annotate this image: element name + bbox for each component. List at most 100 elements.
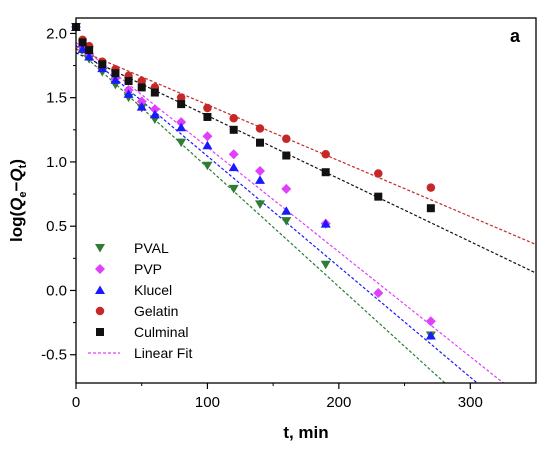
data-point <box>203 112 212 121</box>
legend-label: Klucel <box>134 282 172 298</box>
data-point <box>425 330 436 340</box>
y-axis-ticks: -0.5 0.0 0.5 1.0 1.5 2.0 <box>41 25 76 364</box>
legend-marker <box>95 285 105 294</box>
legend-marker <box>96 328 104 336</box>
data-point <box>202 131 213 142</box>
data-point <box>425 316 436 327</box>
y-tick-label: -0.5 <box>41 347 67 364</box>
data-point <box>255 200 265 209</box>
data-point <box>282 151 291 160</box>
data-point <box>177 100 186 109</box>
legend-label: Culminal <box>134 324 188 340</box>
data-point <box>202 140 213 150</box>
data-point <box>374 192 383 201</box>
data-point <box>176 93 186 102</box>
data-point <box>229 125 238 134</box>
data-point <box>228 149 239 160</box>
y-axis-title-q2: Q <box>7 168 26 181</box>
data-point <box>124 76 133 85</box>
x-tick-label: 200 <box>326 394 351 411</box>
data-point <box>374 169 383 178</box>
x-axis-title: t, min <box>283 423 328 442</box>
y-tick-label: 1.5 <box>46 90 67 107</box>
y-axis-title-suffix: ) <box>7 159 26 165</box>
data-point <box>150 88 159 97</box>
legend-marker <box>95 244 105 253</box>
x-tick-label: 0 <box>72 394 80 411</box>
data-point <box>426 204 435 213</box>
fit-line-gelatin <box>76 48 536 246</box>
y-tick-label: 0.5 <box>46 218 67 235</box>
data-point <box>77 44 88 53</box>
legend-marker <box>95 306 105 316</box>
data-point <box>98 60 107 69</box>
data-point <box>256 138 264 147</box>
data-point <box>149 104 160 115</box>
panel-label: a <box>510 26 521 46</box>
data-point <box>255 124 265 133</box>
y-axis-title-minus: − <box>7 182 26 192</box>
data-point <box>281 206 292 215</box>
plot-frame <box>75 17 537 384</box>
data-point <box>320 260 331 270</box>
y-axis-title-sub2: t <box>17 164 29 168</box>
data-point <box>228 162 239 172</box>
x-tick-label: 300 <box>458 394 483 411</box>
data-point <box>136 102 147 111</box>
series-gelatin <box>71 22 436 192</box>
data-point <box>320 219 331 228</box>
y-tick-label: 2.0 <box>46 25 67 42</box>
data-point <box>282 134 291 144</box>
data-point <box>255 175 265 184</box>
data-points <box>71 21 436 340</box>
data-point <box>281 217 292 226</box>
legend-item-klucel: Klucel <box>95 282 172 298</box>
x-axis-ticks: 0 100 200 300 <box>72 383 483 411</box>
x-tick-label: 100 <box>195 394 220 411</box>
legend-label: Gelatin <box>134 303 178 319</box>
data-point <box>137 83 146 92</box>
series-culminal <box>72 22 435 213</box>
data-point <box>136 96 147 107</box>
legend-item-gelatin: Gelatin <box>95 303 178 319</box>
data-point <box>321 149 330 159</box>
y-axis-title: log(Qe−Qt) <box>7 159 29 242</box>
data-point <box>137 76 146 86</box>
legend: PVAL PVP Klucel Gelatin Culminal Linear Fit <box>88 240 192 361</box>
data-point <box>78 38 87 47</box>
legend-item-pvp: PVP <box>95 261 162 277</box>
data-point <box>176 122 187 132</box>
data-point <box>110 75 121 84</box>
data-point <box>149 109 160 119</box>
data-point <box>321 168 330 177</box>
data-point <box>426 183 436 192</box>
legend-item-pval: PVAL <box>95 240 169 256</box>
y-axis-title-prefix: log( <box>7 211 26 242</box>
data-point <box>255 165 265 176</box>
legend-item-culminal: Culminal <box>96 324 188 340</box>
data-point <box>111 69 120 78</box>
fit-line-pval <box>76 47 446 383</box>
data-point <box>202 161 213 171</box>
data-point <box>85 46 94 55</box>
legend-label: PVAL <box>134 240 169 256</box>
y-axis-title-q1: Q <box>7 198 26 211</box>
y-axis-title-sub1: e <box>17 192 29 198</box>
legend-marker <box>95 264 105 274</box>
y-tick-label: 1.0 <box>46 154 67 171</box>
legend-item-linear-fit: Linear Fit <box>88 345 192 361</box>
data-point <box>176 117 187 128</box>
data-point <box>228 184 239 194</box>
legend-label: PVP <box>134 261 162 277</box>
data-point <box>229 113 238 123</box>
legend-label: Linear Fit <box>134 345 192 361</box>
data-point <box>203 103 212 113</box>
data-point <box>281 183 292 194</box>
fit-line-pvp <box>76 41 505 383</box>
data-point <box>373 288 384 299</box>
data-point <box>176 138 187 148</box>
data-point <box>123 89 134 98</box>
data-point <box>84 52 95 61</box>
